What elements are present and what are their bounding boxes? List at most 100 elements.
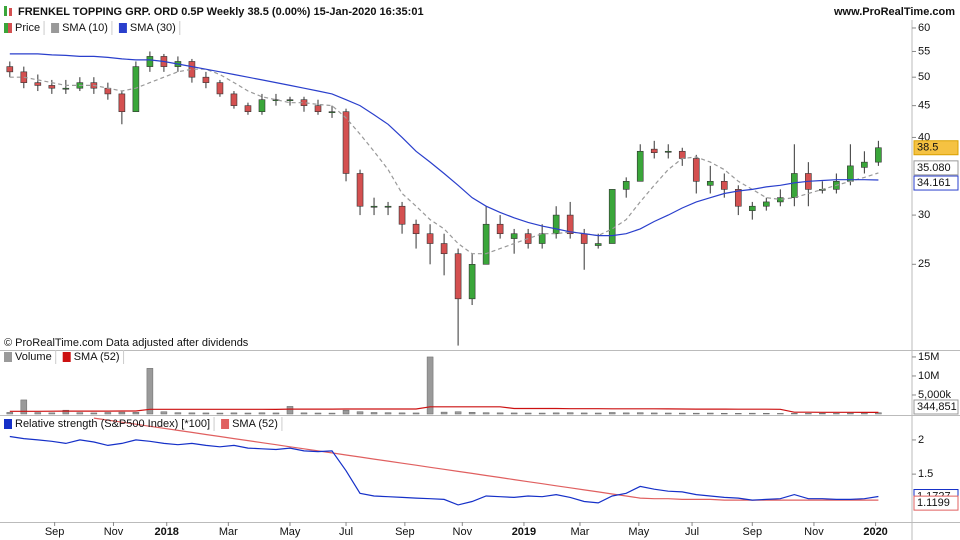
candle-body <box>777 197 784 203</box>
volume-bar <box>791 413 798 415</box>
volume-bar <box>328 412 336 415</box>
y-tick-label: 25 <box>918 258 930 270</box>
x-tick-label: Mar <box>571 526 590 538</box>
value-label-box <box>913 399 959 415</box>
candle-body <box>706 181 714 186</box>
legend-label: SMA (52) <box>232 418 278 430</box>
volume-bar <box>636 412 644 415</box>
volume-bar <box>805 413 812 415</box>
volume-bar <box>510 412 518 415</box>
volume-bar <box>118 411 126 415</box>
volume-bar <box>174 412 182 415</box>
candle-body <box>6 66 14 73</box>
sma-line <box>9 406 879 413</box>
volume-bar <box>566 412 574 415</box>
candle-body <box>566 214 574 235</box>
x-tick-label: Sep <box>45 526 65 538</box>
y-tick-label: 1.5 <box>918 468 933 480</box>
volume-bar <box>258 412 266 415</box>
value-label-box <box>913 495 959 511</box>
candle-body <box>398 205 406 225</box>
volume-bar <box>188 412 196 415</box>
volume-bar <box>6 412 14 415</box>
candle-body <box>636 150 644 182</box>
candle-body <box>734 189 742 207</box>
candle-body <box>440 243 448 255</box>
candle-body <box>132 66 140 113</box>
candle-body <box>594 243 602 246</box>
volume-bar <box>286 406 294 415</box>
volume-bar <box>370 412 378 415</box>
candle-body <box>258 99 266 113</box>
volume-bar <box>735 413 742 415</box>
volume-bar <box>693 412 700 415</box>
legend-label: SMA (30) <box>130 22 176 34</box>
legend-swatch <box>118 23 127 33</box>
volume-bar <box>622 412 630 415</box>
legend-swatch <box>51 23 60 33</box>
volume-bar <box>90 412 98 415</box>
y-tick-label: 60 <box>918 22 930 34</box>
volume-bar <box>763 412 770 415</box>
volume-bar <box>749 412 756 415</box>
y-tick-label: 50 <box>918 71 930 83</box>
candle-body <box>48 85 56 89</box>
value-label: 1.1199 <box>917 497 950 509</box>
candle-body <box>664 150 672 153</box>
volume-bar <box>833 413 840 415</box>
value-label: 344,851 <box>917 401 957 413</box>
legend-swatch <box>4 419 12 429</box>
y-tick-label: 30 <box>918 209 930 221</box>
sma-line <box>9 68 879 255</box>
y-tick-label: 15M <box>918 351 939 363</box>
candle-body <box>510 233 518 239</box>
legend-label: SMA (10) <box>62 22 108 34</box>
volume-bar <box>524 412 532 415</box>
legend-swatch <box>4 352 12 362</box>
volume-bar <box>552 412 560 415</box>
logo-icon <box>9 8 12 16</box>
candle-body <box>62 87 70 90</box>
volume-bar <box>861 412 868 415</box>
volume-bar <box>384 412 392 415</box>
volume-bar <box>468 412 476 415</box>
rs-line <box>9 435 879 506</box>
candle-body <box>650 148 658 154</box>
legend-swatch <box>8 23 12 33</box>
volume-bar <box>342 409 350 415</box>
x-tick-label: 2018 <box>154 526 178 538</box>
candle-body <box>202 76 210 83</box>
y-tick-label: 2 <box>918 434 924 446</box>
volume-bar <box>230 412 238 415</box>
candle-body <box>482 223 490 265</box>
candle-body <box>244 105 252 113</box>
x-tick-label: May <box>628 526 649 538</box>
volume-bar <box>482 412 490 415</box>
candle-body <box>692 158 700 182</box>
sma-line <box>93 417 879 501</box>
candle-body <box>468 264 476 300</box>
volume-bar <box>314 412 322 415</box>
value-label: 34.161 <box>917 177 951 189</box>
candle-body <box>847 165 854 182</box>
volume-bar <box>426 356 434 415</box>
volume-bar <box>20 399 28 415</box>
candle-body <box>216 82 224 95</box>
x-tick-label: 2019 <box>512 526 536 538</box>
candle-body <box>791 173 798 198</box>
legend-label: Price <box>15 22 40 34</box>
volume-bar <box>48 412 56 415</box>
x-tick-label: Nov <box>104 526 124 538</box>
volume-bar <box>216 412 224 415</box>
volume-bar <box>412 412 420 415</box>
candle-body <box>622 181 630 190</box>
candle-body <box>286 99 294 102</box>
x-tick-label: Sep <box>395 526 415 538</box>
volume-bar <box>721 412 728 415</box>
volume-bar <box>440 411 448 415</box>
volume-bar <box>300 412 308 415</box>
x-tick-label: Mar <box>219 526 238 538</box>
x-tick-label: Nov <box>453 526 473 538</box>
x-tick-label: Nov <box>804 526 824 538</box>
